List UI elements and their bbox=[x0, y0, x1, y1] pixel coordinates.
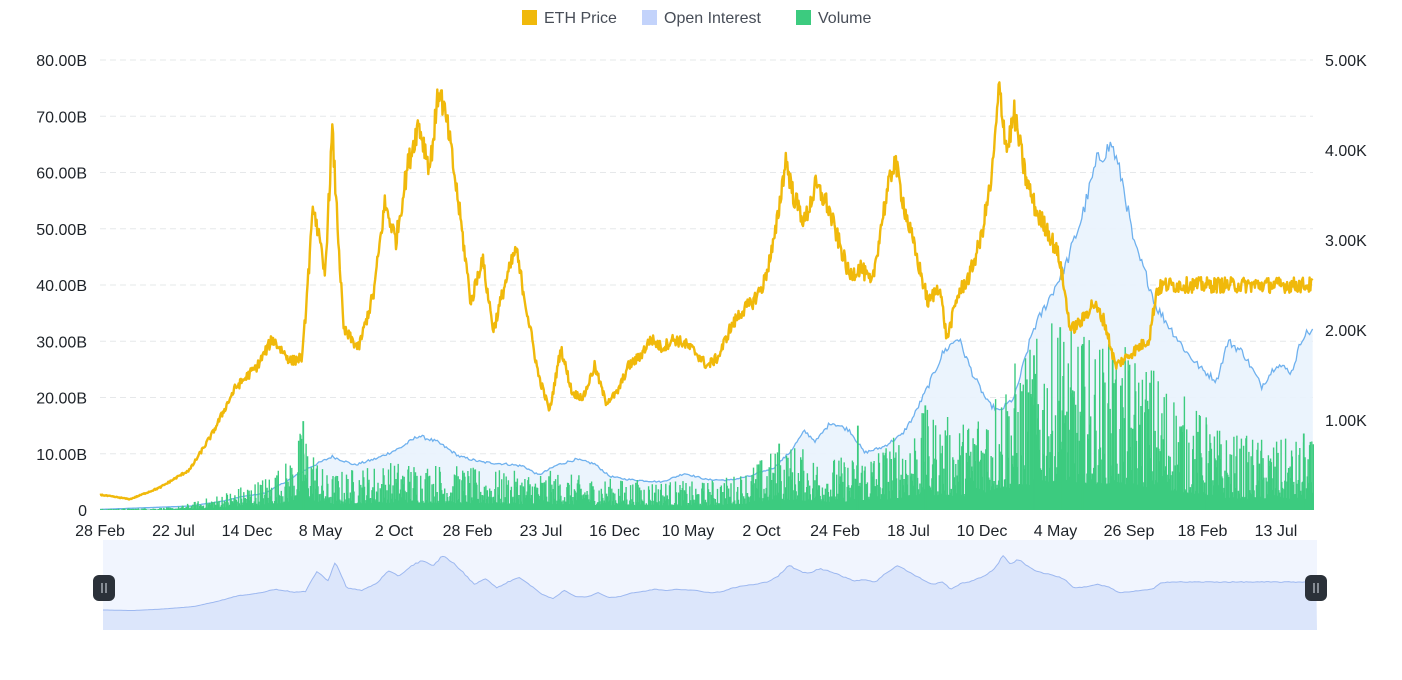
handle-body[interactable] bbox=[1305, 575, 1327, 601]
right-tick-label: 4.00K bbox=[1325, 143, 1367, 160]
left-tick-label: 80.00B bbox=[36, 53, 87, 70]
eth-price-line bbox=[99, 81, 1314, 501]
x-tick-label: 24 Feb bbox=[810, 523, 860, 540]
volume-spike-bar bbox=[924, 405, 927, 510]
x-axis: 28 Feb 22 Jul 14 Dec 8 May 2 Oct 28 Feb 23 Jul… bbox=[75, 523, 1297, 540]
legend-label: Open Interest bbox=[664, 10, 762, 27]
left-tick-label: 20.00B bbox=[36, 391, 87, 408]
x-tick-label: 4 May bbox=[1034, 523, 1078, 540]
legend-swatch bbox=[522, 10, 537, 25]
x-tick-label: 10 Dec bbox=[957, 523, 1008, 540]
volume-series bbox=[100, 323, 1314, 510]
x-tick-label: 26 Sep bbox=[1104, 523, 1155, 540]
volume-spike-bar bbox=[778, 443, 781, 510]
navigator[interactable] bbox=[93, 540, 1327, 630]
x-tick-label: 2 Oct bbox=[375, 523, 414, 540]
legend-swatch bbox=[796, 10, 811, 25]
x-tick-label: 14 Dec bbox=[222, 523, 273, 540]
legend-swatch bbox=[642, 10, 657, 25]
x-tick-label: 8 May bbox=[299, 523, 343, 540]
volume-spike-bar bbox=[1081, 344, 1084, 510]
right-tick-label: 1.00K bbox=[1325, 413, 1367, 430]
legend-label: Volume bbox=[818, 10, 871, 27]
legend-item-eth-price[interactable]: ETH Price bbox=[522, 10, 617, 27]
left-tick-label: 30.00B bbox=[36, 334, 87, 351]
left-tick-label: 60.00B bbox=[36, 166, 87, 183]
left-axis: 0 10.00B 20.00B 30.00B 40.00B 50.00B 60.00B 70.… bbox=[36, 53, 87, 520]
x-tick-label: 18 Jul bbox=[887, 523, 930, 540]
legend-item-volume[interactable]: Volume bbox=[796, 10, 871, 27]
x-tick-label: 13 Jul bbox=[1255, 523, 1298, 540]
open-interest-area bbox=[100, 142, 1313, 510]
left-tick-label: 0 bbox=[78, 503, 87, 520]
x-tick-label: 28 Feb bbox=[75, 523, 125, 540]
x-tick-label: 10 May bbox=[662, 523, 714, 540]
right-axis: 1.00K 2.00K 3.00K 4.00K 5.00K bbox=[1325, 53, 1367, 430]
navigator-left-handle[interactable] bbox=[93, 575, 115, 601]
x-tick-label: 22 Jul bbox=[152, 523, 195, 540]
navigator-right-handle[interactable] bbox=[1305, 575, 1327, 601]
volume-spike-bar bbox=[1205, 424, 1208, 510]
left-tick-label: 50.00B bbox=[36, 222, 87, 239]
x-tick-label: 2 Oct bbox=[742, 523, 781, 540]
navigator-line bbox=[103, 554, 1316, 611]
volume-spike-bar bbox=[302, 421, 305, 510]
volume-bars bbox=[100, 323, 1314, 510]
legend-item-open-interest[interactable]: Open Interest bbox=[642, 10, 762, 27]
legend-label: ETH Price bbox=[544, 10, 617, 27]
volume-spike-bar bbox=[1111, 358, 1114, 510]
right-tick-label: 3.00K bbox=[1325, 233, 1367, 250]
legend[interactable]: ETH Price Open Interest Volume bbox=[522, 10, 871, 27]
left-tick-label: 40.00B bbox=[36, 278, 87, 295]
volume-spike-bar bbox=[1033, 355, 1035, 510]
eth-price-series bbox=[99, 81, 1314, 501]
right-tick-label: 2.00K bbox=[1325, 323, 1367, 340]
left-tick-label: 10.00B bbox=[36, 447, 87, 464]
right-tick-label: 5.00K bbox=[1325, 53, 1367, 70]
x-tick-label: 16 Dec bbox=[589, 523, 640, 540]
left-tick-label: 70.00B bbox=[36, 109, 87, 126]
x-tick-label: 18 Feb bbox=[1178, 523, 1228, 540]
x-tick-label: 23 Jul bbox=[520, 523, 563, 540]
volume-spike-bar bbox=[1059, 327, 1062, 510]
volume-spike-bar bbox=[856, 425, 859, 510]
handle-body[interactable] bbox=[93, 575, 115, 601]
x-tick-label: 28 Feb bbox=[443, 523, 493, 540]
volume-spike-bar bbox=[1302, 433, 1305, 510]
